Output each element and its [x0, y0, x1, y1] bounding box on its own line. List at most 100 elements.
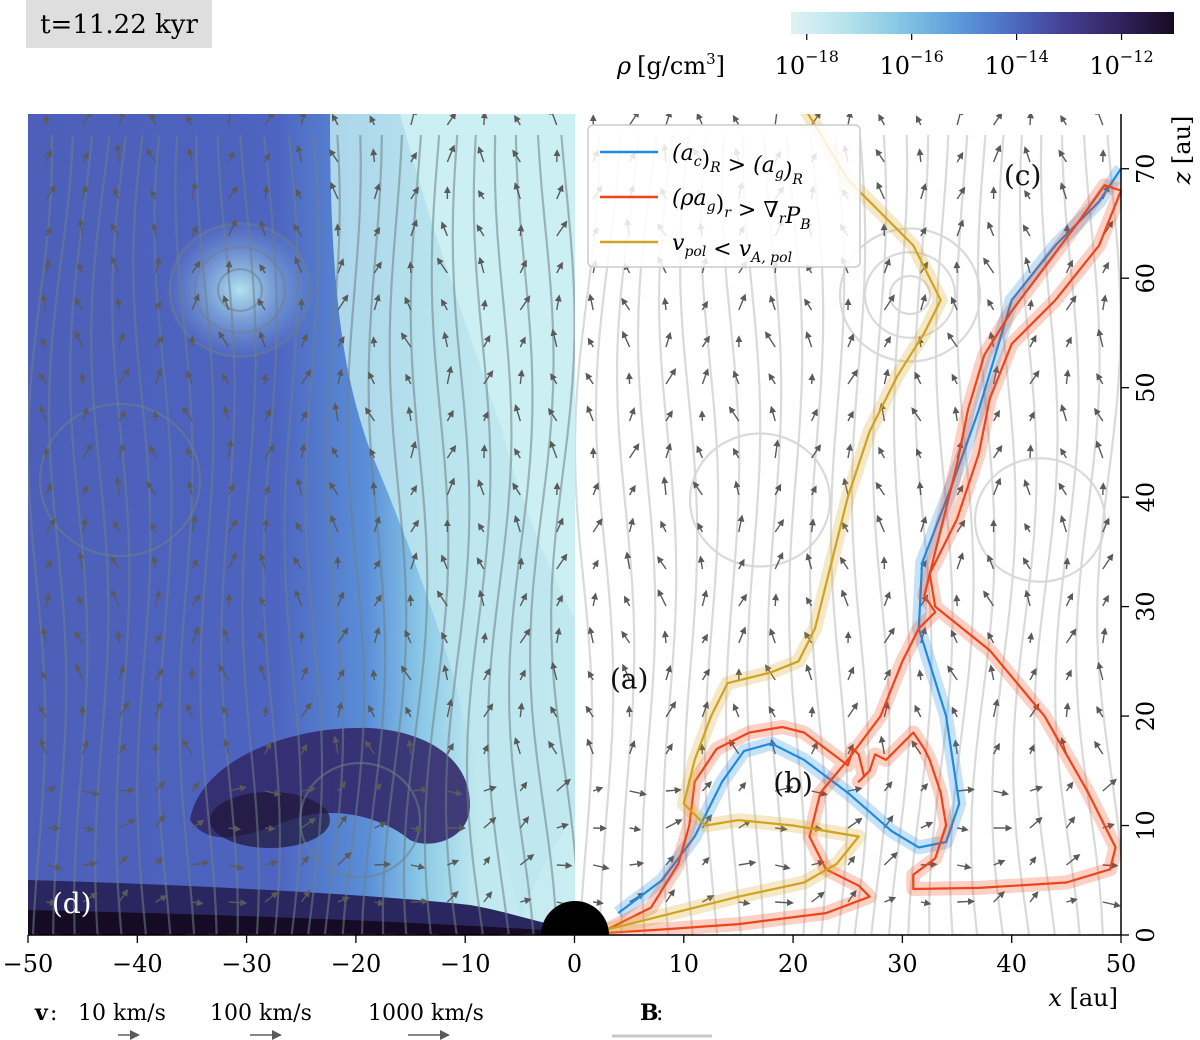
velocity-arrow: [847, 410, 854, 422]
velocity-arrow: [1102, 517, 1110, 533]
velocity-arrow: [808, 706, 816, 718]
velocity-arrow: [118, 410, 127, 422]
field-line: [507, 134, 535, 935]
velocity-arrow: [478, 589, 485, 607]
velocity-arrow: [593, 899, 604, 906]
velocity-arrow: [146, 148, 157, 163]
velocity-arrow: [118, 855, 128, 866]
velocity-arrow: [952, 739, 960, 755]
velocity-arrow: [665, 888, 675, 903]
velocity-arrow: [337, 591, 345, 607]
velocity-arrow: [732, 447, 740, 459]
velocity-arrow: [591, 592, 598, 607]
y-tick-label: 50: [1132, 372, 1160, 403]
field-loop: [216, 268, 264, 313]
velocity-arrow: [154, 633, 162, 644]
velocity-arrow: [113, 187, 120, 200]
velocity-arrow: [436, 257, 448, 274]
velocity-arrow: [483, 703, 494, 718]
velocity-arrow: [410, 151, 418, 163]
velocity-arrow: [370, 148, 378, 163]
velocity-arrow: [373, 594, 382, 607]
velocity-arrow: [182, 406, 193, 422]
velocity-key-label: v: [34, 1000, 49, 1026]
velocity-arrow: [774, 483, 782, 496]
velocity-arrow: [628, 517, 635, 533]
contour-line-1: [606, 184, 1121, 934]
field-line: [528, 134, 558, 935]
velocity-arrow: [40, 337, 48, 348]
velocity-arrow: [155, 335, 164, 348]
velocity-arrow: [738, 819, 752, 829]
region-label: (b): [773, 767, 813, 800]
velocity-arrow: [446, 891, 459, 903]
velocity-arrow: [883, 294, 895, 311]
velocity-arrow: [701, 300, 708, 311]
velocity-arrow: [45, 482, 53, 496]
velocity-arrow: [513, 515, 521, 533]
velocity-arrow: [331, 114, 339, 126]
velocity-arrow: [300, 743, 308, 755]
velocity-arrow: [118, 368, 130, 385]
velocity-arrow: [442, 664, 450, 681]
velocity-arrow: [410, 484, 418, 496]
field-line: [1054, 134, 1081, 935]
velocity-arrow: [300, 889, 311, 903]
velocity-arrow: [410, 440, 418, 459]
velocity-arrow: [657, 589, 667, 607]
velocity-arrow: [45, 185, 56, 200]
velocity-arrow: [261, 706, 269, 718]
velocity-arrow: [883, 781, 893, 792]
velocity-arrow: [914, 371, 922, 385]
velocity-arrow: [1060, 114, 1067, 126]
velocity-arrow: [482, 744, 489, 755]
field-line: [90, 134, 111, 935]
velocity-arrow: [665, 786, 682, 794]
velocity-arrow: [1065, 669, 1072, 681]
velocity-arrow: [919, 226, 927, 237]
velocity-arrow: [1027, 632, 1035, 644]
velocity-arrow: [519, 781, 528, 792]
criteria-contours: [604, 114, 1121, 935]
velocity-arrow: [45, 149, 53, 163]
velocity-arrow: [483, 856, 491, 866]
velocity-arrow: [665, 819, 683, 829]
velocity-arrow: [733, 480, 741, 496]
velocity-arrow: [406, 739, 414, 755]
velocity-arrow: [110, 589, 120, 607]
velocity-arrow: [953, 594, 961, 607]
velocity-arrow: [410, 552, 418, 570]
velocity-arrow: [187, 480, 194, 496]
velocity-arrow: [847, 666, 855, 681]
field-line: [111, 134, 131, 935]
velocity-arrow: [629, 114, 640, 126]
velocity-arrow: [769, 628, 776, 644]
velocity-arrow: [769, 405, 777, 422]
velocity-arrow: [956, 114, 964, 126]
velocity-arrow: [554, 627, 562, 644]
velocity-arrow: [883, 258, 891, 274]
velocity-arrow: [992, 144, 1002, 163]
velocity-arrow: [517, 557, 525, 570]
velocity-arrow: [519, 592, 527, 607]
field-line: [28, 134, 54, 935]
velocity-arrow: [368, 704, 376, 718]
velocity-arrow: [593, 863, 610, 871]
velocity-arrow: [191, 626, 200, 644]
field-line: [678, 134, 699, 935]
velocity-arrow: [257, 631, 266, 644]
velocity-arrow: [1029, 667, 1037, 681]
velocity-arrow: [732, 703, 740, 718]
velocity-arrow: [373, 626, 381, 644]
velocity-arrow: [520, 897, 532, 905]
velocity-arrow: [119, 786, 135, 794]
velocity-arrow: [218, 664, 230, 681]
velocity-arrow: [77, 551, 85, 570]
colorbar-tick-label: 10−14: [984, 47, 1048, 80]
velocity-arrow: [805, 552, 813, 570]
velocity-arrow: [623, 595, 631, 607]
velocity-arrow: [1023, 479, 1031, 496]
velocity-arrow: [513, 737, 521, 755]
velocity-arrow: [774, 114, 778, 126]
